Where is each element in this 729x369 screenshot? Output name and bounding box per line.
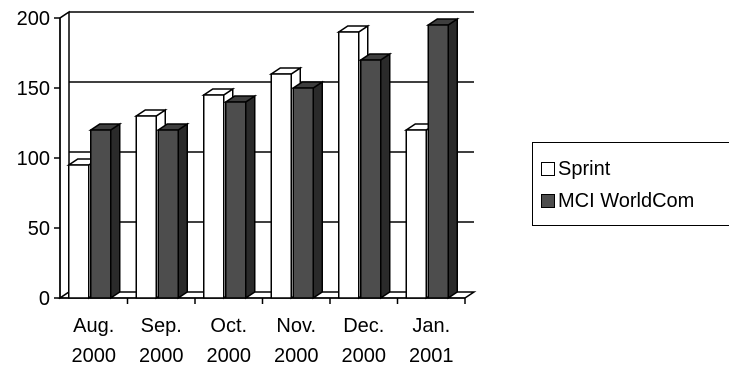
x-tick-label: Nov. <box>276 315 316 337</box>
x-tick-label: Aug. <box>73 315 114 337</box>
bar-mci-worldcom <box>88 122 123 300</box>
bar-sprint-front <box>135 115 157 299</box>
y-tick-label: 0 <box>39 288 50 310</box>
bar-mci-worldcom-front <box>157 129 179 299</box>
x-tick-label: Jan. <box>412 315 450 337</box>
chart-labels: 0 50 100 150 200 Aug. 2000 Sep. 2000 Oct. 2000 Nov.… <box>17 8 454 367</box>
bar-mci-worldcom-front <box>90 129 112 299</box>
bar-mci-worldcom <box>358 52 393 300</box>
bar-sprint-front <box>68 164 90 299</box>
legend-swatch-mci-worldcom <box>541 194 555 208</box>
bar-mci-worldcom-front <box>427 24 449 299</box>
x-tick-label: 2000 <box>139 345 184 367</box>
y-tick-label: 150 <box>17 78 50 100</box>
bar-mci-worldcom-side <box>312 80 323 300</box>
legend-swatch-sprint <box>541 162 555 176</box>
bar-mci-worldcom-side <box>110 122 121 300</box>
legend-label-sprint: Sprint <box>558 157 611 180</box>
x-tick-label: 2000 <box>72 345 117 367</box>
side-wall <box>59 10 70 300</box>
legend-item-sprint: Sprint <box>541 157 610 181</box>
legend-label-mci-worldcom: MCI WorldCom <box>558 189 695 212</box>
bar-mci-worldcom-front <box>225 101 247 299</box>
chart-bars <box>66 17 460 300</box>
x-tick-label: Dec. <box>343 315 384 337</box>
bar-mci-worldcom-front <box>360 59 382 299</box>
bar-mci-worldcom-side <box>245 94 256 300</box>
x-tick-label: Oct. <box>210 315 247 337</box>
chart-legend: Sprint MCI WorldCom <box>532 142 729 226</box>
bar-mci-worldcom <box>290 80 325 300</box>
bar-sprint-front <box>338 31 360 299</box>
y-tick-label: 200 <box>17 8 50 30</box>
bar-sprint-front <box>405 129 427 299</box>
y-tick-label: 50 <box>28 218 50 240</box>
x-tick-label: 2000 <box>207 345 252 367</box>
bar-mci-worldcom-front <box>292 87 314 299</box>
bar-mci-worldcom <box>425 17 460 300</box>
x-tick-label: 2000 <box>342 345 387 367</box>
x-tick-label: Sep. <box>141 315 182 337</box>
x-tick-label: 2001 <box>409 345 454 367</box>
bar-mci-worldcom-side <box>447 17 458 300</box>
bar-mci-worldcom-side <box>177 122 188 300</box>
bar-sprint-front <box>270 73 292 299</box>
legend-item-mci-worldcom: MCI WorldCom <box>541 189 694 213</box>
bar-mci-worldcom <box>155 122 190 300</box>
bar-sprint-front <box>203 94 225 299</box>
bar-mci-worldcom-side <box>380 52 391 300</box>
x-tick-label: 2000 <box>274 345 319 367</box>
bar-mci-worldcom <box>223 94 258 300</box>
y-tick-label: 100 <box>17 148 50 170</box>
